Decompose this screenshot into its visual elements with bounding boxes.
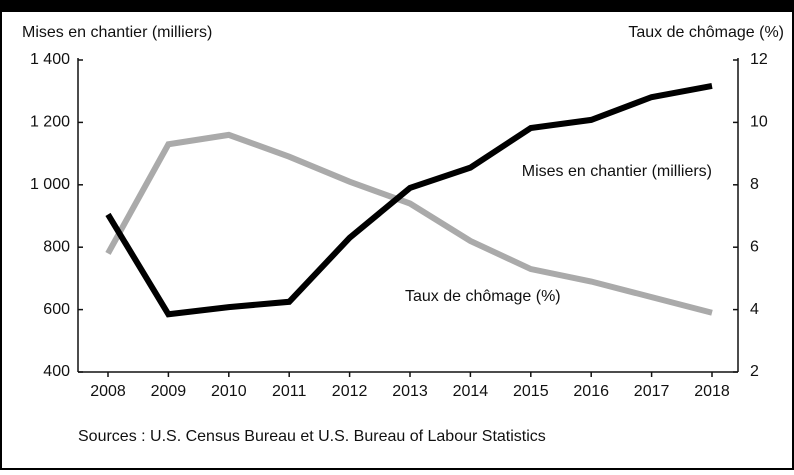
y2-tick-label: 6: [750, 238, 759, 255]
y-tick-label: 400: [43, 363, 70, 380]
x-tick-label: 2015: [513, 383, 549, 400]
source: Sources : U.S. Census Bureau et U.S. Bur…: [78, 428, 546, 445]
y-tick-label: 1 000: [30, 176, 70, 193]
x-tick-label: 2010: [211, 383, 247, 400]
x-tick-label: 2014: [453, 383, 489, 400]
y-tick-label: 600: [43, 301, 70, 318]
x-tick-label: 2016: [573, 383, 609, 400]
y-tick-label: 800: [43, 238, 70, 255]
y-tick-label: 1 200: [30, 114, 70, 131]
y-axis-label: Mises en chantier (milliers): [22, 24, 212, 41]
y2-tick-label: 4: [750, 301, 759, 318]
header-bar: [0, 0, 794, 12]
y2-tick-label: 12: [750, 51, 768, 68]
series-line: [105, 131, 713, 316]
y-tick-label: 1 400: [30, 51, 70, 68]
x-tick-label: 2017: [634, 383, 670, 400]
x-tick-label: 2013: [392, 383, 428, 400]
x-tick-label: 2012: [332, 383, 368, 400]
y2-tick-label: 2: [750, 363, 759, 380]
y2-tick-label: 10: [750, 114, 768, 131]
series-line: [105, 82, 713, 318]
x-tick-label: 2009: [151, 383, 187, 400]
y2-axis-label: Taux de chômage (%): [628, 24, 784, 41]
x-tick-label: 2011: [272, 383, 307, 400]
x-tick-label: 2018: [694, 383, 730, 400]
y2-tick-label: 8: [750, 176, 759, 193]
series-annotation: Taux de chômage (%): [405, 288, 561, 305]
x-tick-label: 2008: [90, 383, 126, 400]
series-annotation: Mises en chantier (milliers): [522, 163, 712, 180]
